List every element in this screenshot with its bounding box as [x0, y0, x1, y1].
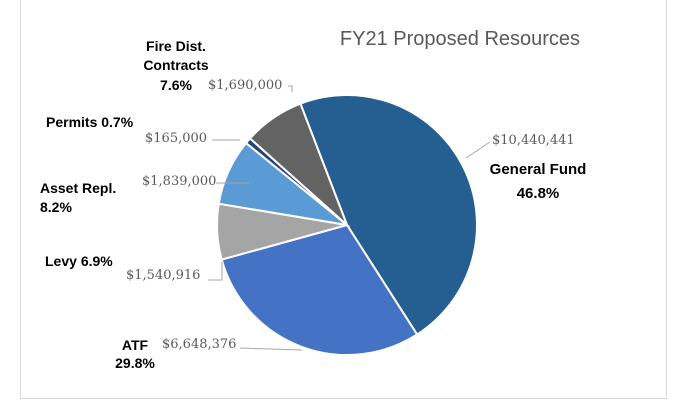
percent-label: 29.8% [115, 355, 155, 371]
leader-line [239, 347, 303, 351]
category-name: Permits [46, 114, 98, 130]
category-label: Fire Dist. Contracts [143, 38, 209, 73]
percent-label: 0.7% [101, 114, 134, 130]
value-label: $165,000 [145, 131, 208, 146]
percent-label: 6.9% [80, 253, 113, 269]
value-label: $1,839,000 [142, 174, 217, 189]
chart-title: FY21 Proposed Resources [339, 28, 581, 50]
value-label: $1,540,916 [126, 268, 201, 283]
category-label: General Fund [489, 161, 587, 178]
leader-line [465, 141, 491, 159]
percent-label: 8.2% [40, 199, 72, 215]
category-label: Levy 6.9% [45, 252, 113, 271]
category-label: Permits 0.7% [46, 113, 133, 132]
pie-slice [220, 223, 419, 356]
chart-frame [20, 0, 667, 399]
pie-slice [299, 94, 478, 336]
category-name: Levy [45, 253, 77, 269]
percent-label: 46.8% [516, 185, 560, 202]
value-label: $10,440,441 [492, 133, 575, 148]
leader-line [288, 85, 293, 92]
category-label: ATF [121, 337, 149, 353]
value-label: $1,690,000 [208, 78, 283, 93]
leader-line [208, 262, 223, 281]
percent-label: 7.6% [160, 77, 192, 93]
value-label: $6,648,376 [162, 337, 237, 352]
pie-slice [248, 102, 348, 226]
category-label: Asset Repl. [40, 180, 117, 196]
